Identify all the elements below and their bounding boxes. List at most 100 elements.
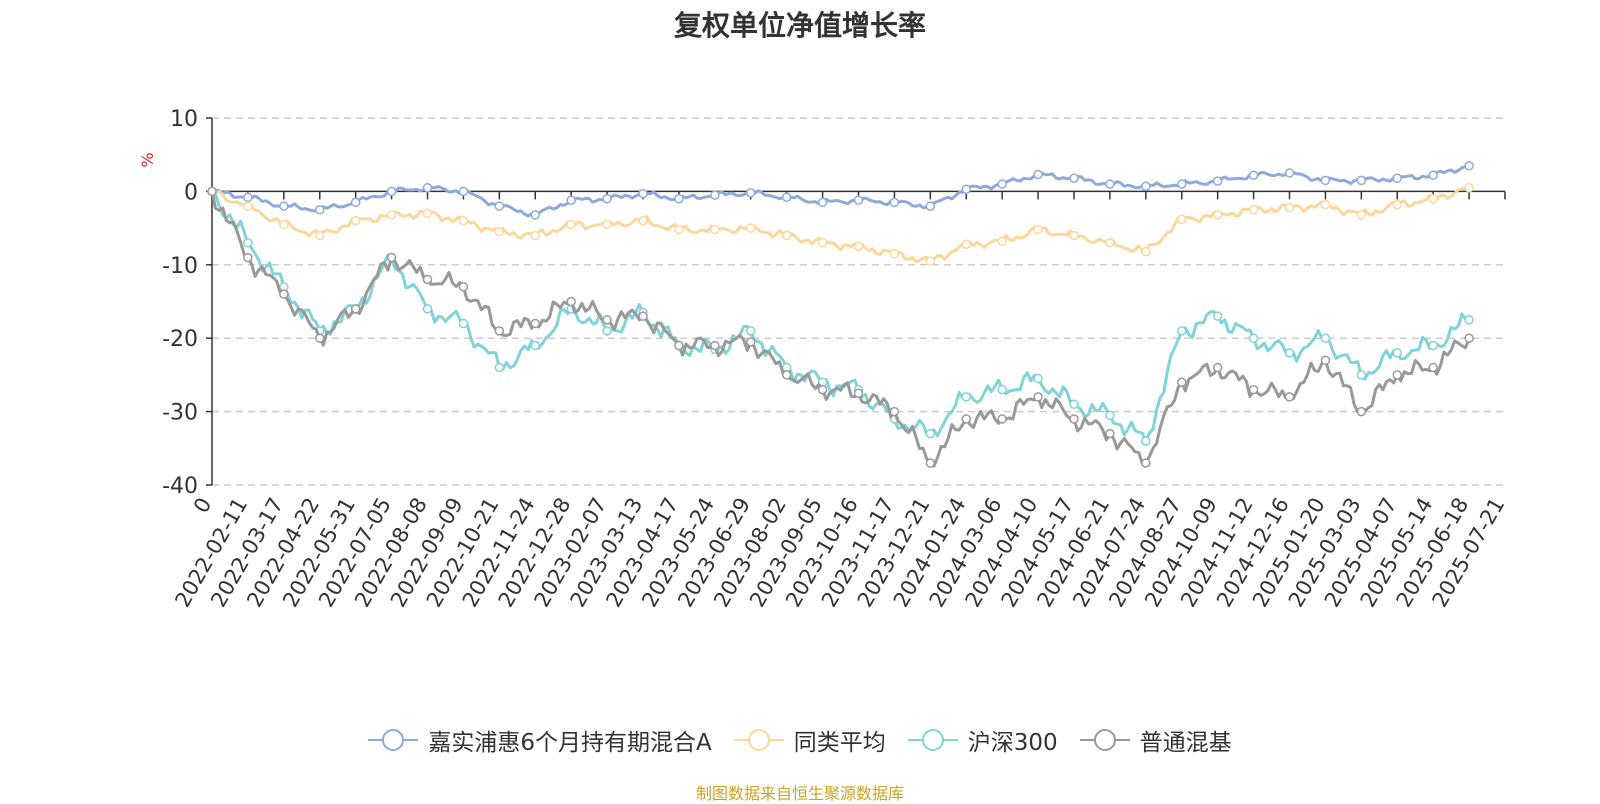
series-line-2 — [211, 186, 1470, 263]
legend-item-4[interactable]: 普通混基 — [1079, 723, 1232, 757]
series-3-point — [1248, 333, 1259, 343]
series-1-point — [997, 179, 1007, 189]
series-4-point — [1141, 458, 1151, 468]
series-lines — [207, 160, 1474, 468]
series-1-point — [1033, 169, 1043, 180]
series-1-point — [566, 195, 576, 205]
series-1-point — [1069, 173, 1079, 183]
series-1-point — [1428, 170, 1438, 181]
series-1-point — [1141, 181, 1151, 192]
series-3-point — [1069, 399, 1079, 410]
legend-marker-icon — [907, 726, 958, 754]
series-3-point — [1177, 326, 1187, 336]
series-1-point — [1248, 170, 1259, 181]
series-1-point — [1105, 179, 1115, 189]
series-4-point — [674, 340, 684, 351]
series-3-point — [1105, 410, 1115, 421]
series-2-point — [1033, 224, 1043, 235]
series-2-point — [710, 224, 720, 235]
series-3-point — [1212, 311, 1223, 321]
series-2-point — [530, 230, 540, 241]
series-2-point — [279, 219, 289, 230]
series-2-point — [1284, 202, 1295, 213]
series-3-point — [1392, 348, 1402, 358]
series-2-point — [781, 230, 792, 241]
series-3-point — [961, 392, 971, 402]
series-3-point — [746, 326, 756, 336]
series-3-point — [1141, 436, 1151, 446]
series-2-point — [746, 223, 756, 233]
legend-item-3[interactable]: 沪深300 — [907, 723, 1058, 757]
legend-item-2[interactable]: 同类平均 — [733, 723, 886, 757]
series-4-point — [781, 370, 792, 380]
series-1-point — [1356, 175, 1367, 186]
series-4-point — [638, 311, 648, 321]
series-2-point — [566, 219, 576, 230]
series-2-point — [243, 201, 253, 211]
series-1-point — [315, 205, 325, 215]
series-2-point — [1141, 246, 1151, 257]
series-1-point — [889, 197, 900, 208]
series-2-point — [1320, 199, 1331, 210]
series-3-point — [997, 384, 1007, 395]
series-2-point — [1248, 205, 1259, 215]
series-1-point — [602, 193, 612, 204]
series-4-point — [1284, 392, 1295, 402]
series-2-point — [494, 227, 505, 237]
series-2-point — [602, 219, 612, 230]
series-2-point — [925, 256, 936, 266]
series-3-point — [1320, 333, 1331, 343]
series-1-point — [1464, 160, 1474, 171]
series-2-point — [350, 216, 361, 226]
y-axis: 10 0 -10 -20 -30 -40 — [162, 107, 213, 499]
grid-lines — [212, 117, 1505, 486]
series-1-point — [1284, 168, 1295, 178]
series-3-point — [925, 428, 936, 439]
series-2-point — [1069, 230, 1079, 241]
series-1-point — [530, 210, 540, 220]
series-2-point — [386, 210, 397, 220]
series-1-point — [458, 186, 469, 197]
series-4-point — [386, 252, 397, 263]
y-tick-label: 10 — [170, 107, 198, 132]
series-1-point — [279, 201, 289, 211]
series-line-4 — [210, 191, 1471, 468]
series-2-point — [638, 216, 648, 226]
series-2-point — [997, 236, 1007, 247]
series-4-point — [853, 388, 864, 398]
series-4-point — [530, 318, 540, 329]
series-3-point — [1464, 315, 1474, 325]
series-1-point — [638, 188, 648, 199]
legend-label: 同类平均 — [793, 730, 886, 756]
series-2-point — [674, 224, 684, 235]
series-4-point — [602, 315, 612, 325]
series-1-point — [710, 190, 720, 200]
series-2-point — [1212, 210, 1223, 220]
series-1-point — [817, 197, 828, 208]
series-2-point — [889, 249, 900, 259]
series-4-point — [422, 274, 433, 285]
series-1-point — [853, 195, 864, 205]
legend-label: 沪深300 — [967, 730, 1058, 756]
series-1-point — [386, 186, 397, 197]
x-axis: 02022-02-112022-03-172022-04-222022-05-3… — [170, 190, 1509, 611]
series-3-point — [1428, 340, 1438, 351]
series-2-point — [1464, 182, 1474, 193]
series-1-point — [350, 197, 361, 208]
series-3-point — [1356, 370, 1367, 380]
series-1-point — [746, 188, 756, 198]
series-4-point — [889, 406, 900, 417]
series-4-point — [961, 414, 971, 424]
series-4-point — [243, 252, 253, 263]
series-4-point — [746, 337, 756, 347]
legend-item-1[interactable]: 嘉实浦惠6个月持有期混合A — [368, 723, 712, 757]
series-4-point — [566, 296, 576, 307]
series-4-point — [1392, 370, 1402, 380]
chart-title: 复权单位净值增长率 — [673, 9, 926, 42]
series-4-point — [1320, 355, 1331, 365]
series-1-point — [1177, 179, 1187, 189]
series-2-point — [853, 241, 864, 252]
series-2-point — [458, 216, 469, 226]
series-1-point — [243, 192, 253, 203]
series-4-point — [1177, 377, 1187, 387]
